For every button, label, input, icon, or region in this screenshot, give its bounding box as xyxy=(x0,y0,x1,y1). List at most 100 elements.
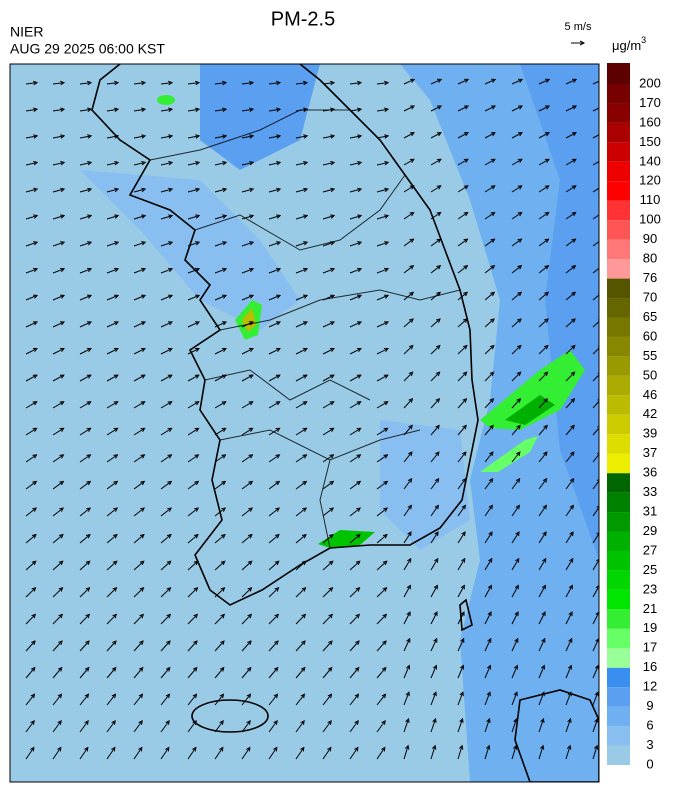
colorbar-segment xyxy=(607,298,630,318)
wind-arrow xyxy=(25,719,35,733)
wind-arrow xyxy=(187,134,201,139)
wind-arrow xyxy=(160,640,171,652)
wind-arrow xyxy=(430,344,441,355)
wind-arrow xyxy=(322,241,336,247)
colorbar-segment xyxy=(607,648,630,668)
wind-arrow xyxy=(52,187,66,193)
wind-arrow xyxy=(241,613,253,625)
wind-arrow xyxy=(565,132,577,139)
wind-arrow xyxy=(511,105,524,112)
wind-arrow xyxy=(25,160,39,166)
wind-arrow xyxy=(160,507,172,517)
wind-arrow xyxy=(268,241,282,247)
wind-arrow xyxy=(592,585,599,598)
wind-arrow xyxy=(538,105,551,112)
colorbar-segment xyxy=(607,512,630,532)
colorbar-segment xyxy=(607,181,630,201)
wind-arrow xyxy=(322,587,334,598)
colorbar-segment xyxy=(607,142,630,162)
wind-arrow xyxy=(349,401,362,409)
wind-arrow xyxy=(187,480,200,490)
wind-arrow xyxy=(457,424,467,436)
wind-arrow xyxy=(376,480,389,490)
wind-arrow xyxy=(565,105,578,112)
wind-arrow xyxy=(241,160,255,166)
wind-arrow xyxy=(349,719,359,733)
colorbar-segment xyxy=(607,473,630,493)
wind-arrow xyxy=(106,613,118,625)
wind-arrow xyxy=(565,238,577,247)
wind-arrow xyxy=(52,348,65,355)
wind-arrow xyxy=(241,533,253,544)
wind-arrow xyxy=(79,80,93,86)
wind-arrow xyxy=(295,719,305,733)
wind-arrow xyxy=(295,107,309,112)
wind-arrow xyxy=(592,505,599,517)
wind-arrow xyxy=(52,613,64,625)
wind-arrow xyxy=(511,584,519,598)
colorbar-label: 60 xyxy=(643,328,657,343)
wind-arrow xyxy=(160,666,171,679)
colorbar-segment xyxy=(607,550,630,571)
colorbar-segment xyxy=(607,336,630,357)
wind-arrow xyxy=(376,241,390,247)
wind-arrow xyxy=(565,451,575,463)
colorbar-label: 65 xyxy=(643,309,657,324)
wind-arrow xyxy=(214,666,225,679)
wind-arrow xyxy=(25,587,37,598)
wind-arrow xyxy=(349,480,362,490)
wind-arrow xyxy=(25,241,39,247)
wind-arrow xyxy=(592,345,599,355)
wind-arrow xyxy=(484,424,494,436)
wind-arrow xyxy=(106,107,120,112)
wind-arrow xyxy=(160,160,174,166)
wind-arrow xyxy=(106,187,120,193)
wind-arrow xyxy=(241,187,255,193)
wind-arrow xyxy=(403,318,414,328)
colorbar-label: 17 xyxy=(643,640,657,655)
wind-arrow xyxy=(538,477,548,490)
wind-arrow xyxy=(322,533,334,544)
colorbar-label: 46 xyxy=(643,387,657,402)
wind-arrow xyxy=(52,321,66,328)
wind-arrow xyxy=(565,584,573,598)
wind-arrow xyxy=(160,560,172,571)
wind-arrow xyxy=(160,427,173,436)
colorbar-segment xyxy=(607,531,630,551)
wind-arrow xyxy=(430,717,437,733)
wind-arrow xyxy=(268,719,278,733)
colorbar-segment xyxy=(607,356,630,376)
wind-arrow xyxy=(187,160,201,166)
wind-arrow xyxy=(349,666,360,679)
wind-arrow xyxy=(592,691,599,706)
wind-arrow xyxy=(538,744,545,760)
wind-arrow xyxy=(52,134,66,139)
colorbar-segment xyxy=(607,609,630,629)
wind-arrow xyxy=(484,744,491,760)
wind-arrow xyxy=(133,454,146,463)
wind-arrow xyxy=(133,746,143,760)
wind-arrow xyxy=(349,613,361,625)
wind-arrow xyxy=(214,693,225,706)
wind-arrow xyxy=(268,666,279,679)
colorbar-label: 29 xyxy=(643,523,657,538)
wind-arrow xyxy=(133,187,147,193)
wind-arrow xyxy=(214,640,225,652)
wind-arrow xyxy=(241,107,255,112)
wind-arrow xyxy=(52,480,65,490)
wind-arrow xyxy=(322,294,336,301)
wind-arrow xyxy=(430,238,442,247)
wind-arrow xyxy=(295,507,307,517)
wind-arrow xyxy=(376,214,390,220)
wind-arrow xyxy=(187,80,201,86)
colorbar-label: 50 xyxy=(643,367,657,382)
wind-arrow xyxy=(133,214,147,220)
wind-arrow xyxy=(79,348,92,355)
wind-arrow xyxy=(268,374,281,382)
wind-arrow xyxy=(52,560,64,571)
wind-arrow xyxy=(52,427,65,436)
wind-arrow xyxy=(349,533,361,544)
wind-arrow xyxy=(376,80,390,86)
wind-arrow xyxy=(160,401,173,409)
wind-arrow xyxy=(241,587,253,598)
